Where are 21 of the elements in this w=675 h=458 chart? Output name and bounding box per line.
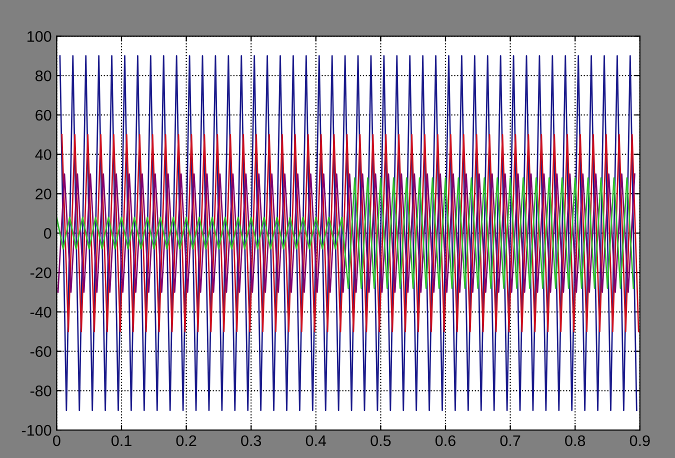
x-tick-label: 0.4 [306,435,326,446]
x-tick-label: 0.7 [500,435,520,446]
y-tick-label: 0 [44,228,52,239]
x-tick-label: 0.8 [565,435,586,446]
y-tick-label: -80 [30,386,52,396]
y-tick-label: 60 [36,110,52,121]
x-tick-label: 0.6 [435,435,456,446]
y-tick-label: -100 [22,424,52,436]
x-tick-label: 0.5 [370,435,391,446]
y-tick-label: 20 [36,188,52,200]
y-tick-label: 40 [35,149,52,160]
x-tick-label: 0.2 [176,435,196,446]
x-tick-label: 0 [53,435,60,446]
x-tick-label: 0.9 [630,435,650,446]
y-tick-label: 100 [28,31,52,42]
y-tick-label: -60 [30,346,52,357]
x-tick-label: 0.1 [111,435,132,446]
y-tick-label: 80 [36,70,52,82]
y-tick-label: -40 [30,306,52,318]
x-tick-label: 0.3 [241,435,262,446]
y-tick-label: -20 [30,267,52,278]
